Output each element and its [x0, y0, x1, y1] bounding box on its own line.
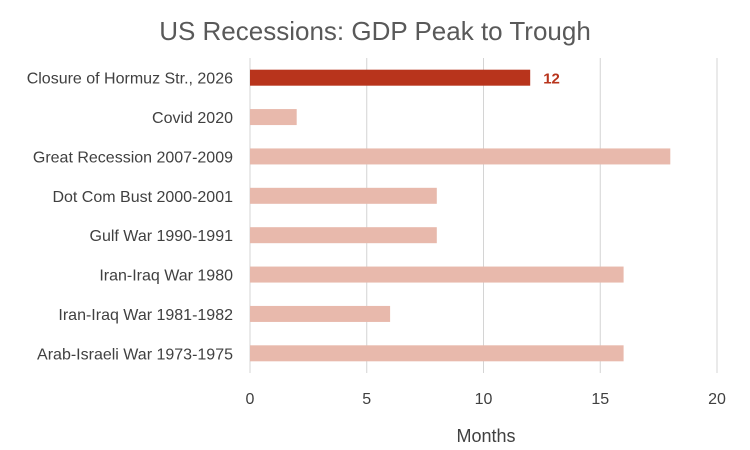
bar-7 [250, 345, 624, 362]
bar-0 [250, 69, 531, 86]
category-label-5: Iran-Iraq War 1980 [99, 268, 233, 285]
x-tick-label-4: 20 [708, 391, 726, 408]
category-label-7: Arab-Israeli War 1973-1975 [37, 346, 233, 363]
category-label-0: Closure of Hormuz Str., 2026 [27, 71, 233, 88]
x-tick-label-1: 5 [362, 391, 371, 408]
category-label-2: Great Recession 2007-2009 [33, 149, 233, 166]
x-tick-label-2: 10 [475, 391, 493, 408]
bar-1 [250, 109, 297, 126]
bar-3 [250, 187, 437, 204]
category-label-6: Iran-Iraq War 1981-1982 [58, 307, 233, 324]
bar-6 [250, 305, 391, 322]
category-label-4: Gulf War 1990-1991 [90, 228, 234, 245]
bar-2 [250, 148, 671, 165]
category-label-1: Covid 2020 [152, 110, 233, 127]
x-tick-label-0: 0 [246, 391, 255, 408]
data-label-0: 12 [543, 71, 560, 88]
category-label-3: Dot Com Bust 2000-2001 [52, 189, 233, 206]
chart-title: US Recessions: GDP Peak to Trough [159, 16, 591, 46]
x-axis-title: Months [456, 426, 515, 446]
bar-4 [250, 227, 437, 244]
bar-5 [250, 266, 624, 283]
x-tick-label-3: 15 [591, 391, 609, 408]
